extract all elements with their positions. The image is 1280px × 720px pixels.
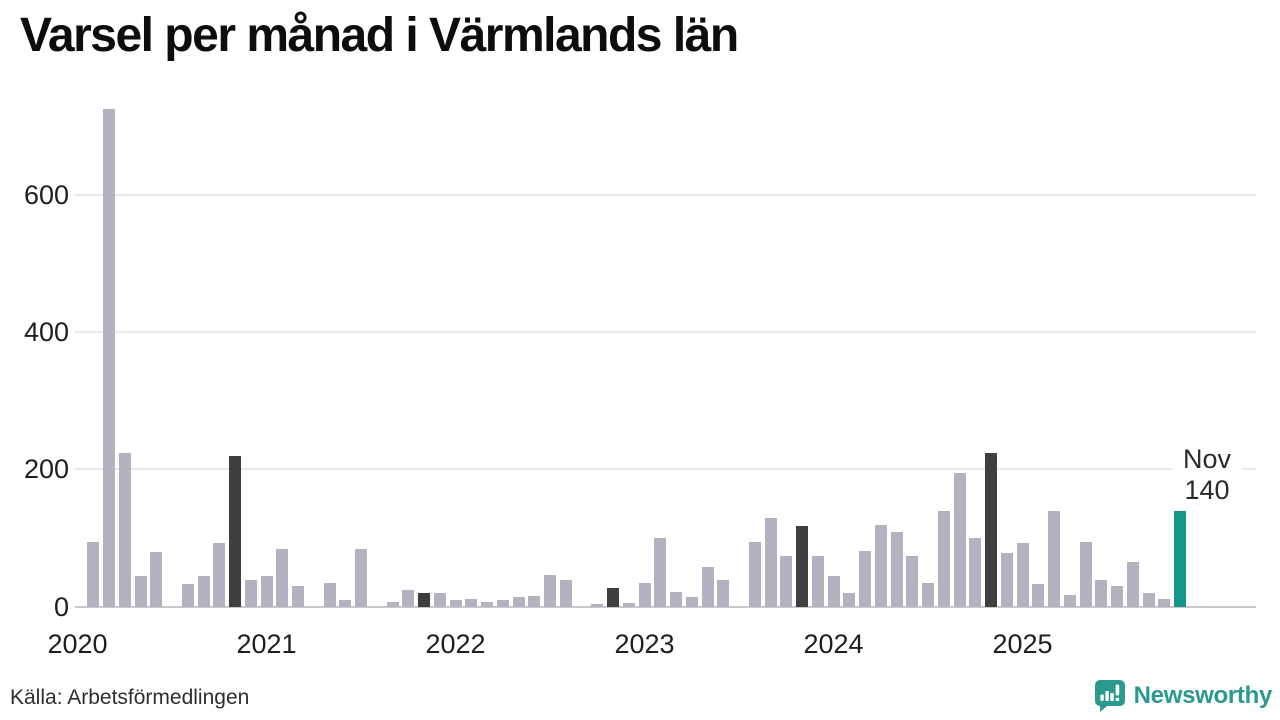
bar-2025-07 — [1111, 585, 1123, 607]
bar-2025-03 — [1048, 510, 1060, 607]
newsworthy-brand: Newsworthy — [1094, 679, 1272, 712]
bar-2020-05 — [134, 575, 147, 607]
bar-2023-12 — [811, 555, 824, 607]
bar-2021-06 — [339, 599, 352, 607]
bar-2024-08 — [937, 510, 950, 607]
bar-2020-04 — [118, 452, 131, 607]
bar-2025-05 — [1079, 541, 1092, 607]
bar-2024-12 — [1000, 552, 1013, 607]
y-tick-label-400: 400 — [23, 317, 69, 347]
bar-2025-10 — [1158, 598, 1171, 607]
bar-2020-02 — [87, 541, 100, 607]
x-tick-label-2025: 2025 — [992, 629, 1053, 659]
bar-2025-04 — [1063, 594, 1076, 607]
gridline-200 — [75, 468, 1256, 471]
x-axis-line — [75, 606, 1256, 608]
bar-2023-01 — [638, 582, 651, 607]
bar-2022-08 — [559, 579, 572, 607]
bar-2022-05 — [512, 596, 525, 607]
bar-2022-03 — [481, 601, 493, 607]
bar-2024-09 — [953, 472, 966, 607]
bar-2024-03 — [859, 550, 871, 607]
newsworthy-logo-icon — [1094, 680, 1125, 712]
bar-2023-06 — [717, 579, 730, 607]
bar-2024-01 — [827, 575, 840, 607]
bar-2022-04 — [496, 599, 509, 607]
bar-2023-05 — [701, 566, 714, 607]
gridline-600 — [75, 193, 1256, 196]
bar-2020-11 — [229, 455, 241, 607]
bar-2021-12 — [433, 592, 446, 607]
bar-2025-02 — [1032, 583, 1045, 607]
bar-2024-04 — [874, 524, 887, 607]
bar-2022-11 — [607, 587, 619, 607]
annotation-value-label: 140 — [1184, 475, 1230, 505]
bar-2024-02 — [843, 592, 856, 607]
bar-2023-10 — [780, 555, 793, 607]
bar-2025-11 — [1174, 510, 1186, 607]
x-tick-label-2023: 2023 — [614, 629, 675, 659]
bar-2025-08 — [1126, 561, 1139, 607]
y-tick-label-600: 600 — [23, 179, 69, 210]
bar-2020-10 — [213, 542, 226, 607]
bar-2023-04 — [685, 596, 698, 607]
bar-2020-06 — [150, 551, 163, 607]
bar-2021-02 — [276, 548, 289, 607]
bar-2020-03 — [103, 108, 115, 607]
bar-2025-09 — [1142, 592, 1155, 607]
bar-2024-10 — [969, 537, 982, 607]
y-tick-label-0: 0 — [53, 591, 69, 622]
bar-2024-06 — [906, 555, 919, 607]
bar-2020-08 — [181, 583, 194, 607]
chart-title: Varsel per månad i Värmlands län — [20, 9, 739, 62]
bar-2022-01 — [449, 599, 462, 607]
annotation-month-label: Nov — [1182, 444, 1231, 474]
bar-2021-03 — [292, 585, 304, 607]
bar-2023-11 — [796, 525, 808, 607]
x-tick-label-2020: 2020 — [47, 629, 108, 659]
bar-2021-05 — [323, 582, 336, 607]
bar-2023-02 — [654, 537, 667, 607]
bar-2020-12 — [244, 579, 257, 607]
bar-2021-11 — [418, 592, 430, 607]
bar-2024-11 — [985, 452, 997, 607]
bar-2022-12 — [622, 602, 635, 607]
bar-2021-09 — [386, 601, 399, 607]
bar-2020-09 — [197, 575, 210, 607]
bar-2022-02 — [465, 598, 478, 607]
bar-2023-08 — [748, 541, 761, 607]
bar-2021-07 — [355, 548, 367, 607]
bar-2021-10 — [402, 589, 415, 607]
x-tick-label-2022: 2022 — [425, 629, 486, 659]
bar-2022-07 — [544, 574, 556, 607]
source-note: Källa: Arbetsförmedlingen — [10, 686, 250, 709]
x-tick-label-2024: 2024 — [803, 629, 864, 659]
bar-2025-01 — [1016, 542, 1029, 607]
newsworthy-wordmark: Newsworthy — [1133, 681, 1273, 709]
bar-2024-07 — [922, 582, 934, 607]
bar-2024-05 — [890, 531, 903, 607]
x-tick-label-2021: 2021 — [236, 629, 297, 659]
gridline-400 — [75, 331, 1256, 333]
y-tick-label-200: 200 — [23, 454, 69, 485]
bar-2022-10 — [591, 603, 604, 607]
bar-2023-03 — [670, 591, 682, 607]
bar-2023-09 — [764, 517, 777, 607]
current-month-annotation: Nov 140 — [1172, 444, 1242, 506]
bar-2025-06 — [1095, 579, 1108, 607]
bar-2022-06 — [528, 595, 541, 607]
bar-2021-01 — [260, 575, 273, 607]
